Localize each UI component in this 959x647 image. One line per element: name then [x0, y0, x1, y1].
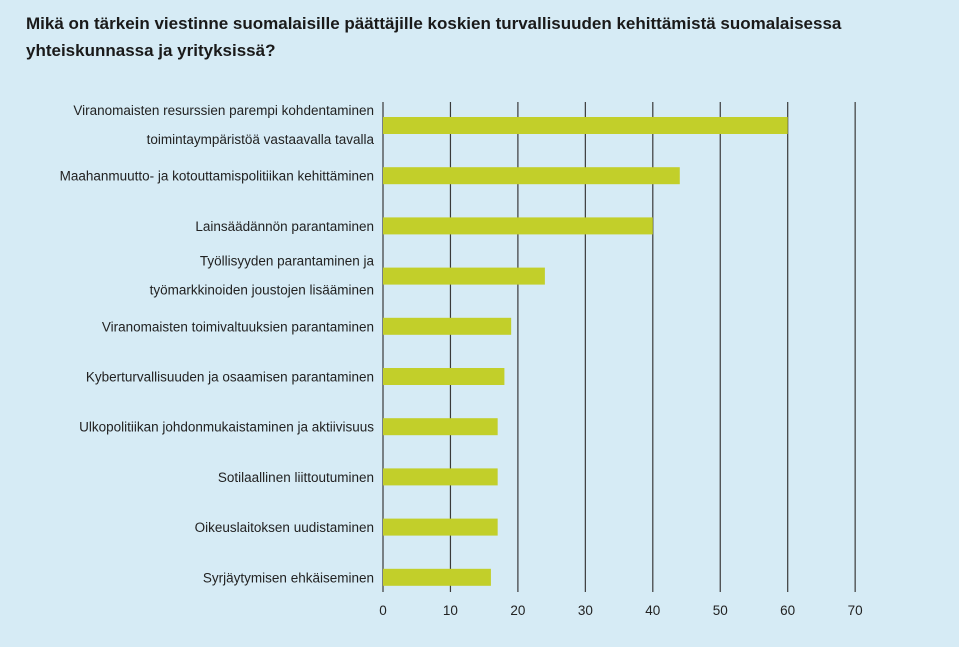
- category-label-8: Oikeuslaitoksen uudistaminen: [195, 520, 374, 535]
- bar-3: [383, 267, 545, 285]
- category-label-7: Sotilaallinen liittoutuminen: [218, 470, 374, 485]
- bar-1: [383, 167, 680, 185]
- chart-title: Mikä on tärkein viestinne suomalaisille …: [26, 14, 842, 60]
- bar-2: [383, 217, 653, 235]
- bar-5: [383, 368, 505, 385]
- category-label-6: Ulkopolitiikan johdonmukaistaminen ja ak…: [79, 420, 374, 435]
- category-label-0-line-1: toimintaympäristöä vastaavalla tavalla: [147, 132, 375, 147]
- x-tick-label-50: 50: [713, 603, 728, 618]
- x-tick-label-40: 40: [645, 603, 660, 618]
- category-label-2: Lainsäädännön parantaminen: [195, 219, 374, 234]
- bar-4: [383, 317, 512, 335]
- category-label-4: Viranomaisten toimivaltuuksien parantami…: [102, 319, 374, 334]
- category-label-3-line-1: työmarkkinoiden joustojen lisääminen: [150, 283, 374, 298]
- category-label-5: Kyberturvallisuuden ja osaamisen paranta…: [86, 370, 374, 385]
- bar-8: [383, 518, 498, 536]
- x-tick-label-70: 70: [848, 603, 863, 618]
- x-tick-label-30: 30: [578, 603, 593, 618]
- category-label-0-line-0: Viranomaisten resurssien parempi kohdent…: [73, 103, 374, 118]
- category-label-1: Maahanmuutto- ja kotouttamispolitiikan k…: [60, 169, 374, 184]
- x-tick-label-20: 20: [510, 603, 525, 618]
- bar-0: [383, 117, 788, 134]
- x-tick-label-60: 60: [780, 603, 795, 618]
- bar-7: [383, 468, 498, 486]
- x-tick-label-0: 0: [379, 603, 387, 618]
- bar-9: [383, 568, 491, 586]
- category-label-3-line-0: Työllisyyden parantaminen ja: [200, 254, 375, 269]
- x-tick-label-10: 10: [443, 603, 458, 618]
- category-label-9: Syrjäytymisen ehkäiseminen: [203, 570, 374, 585]
- bar-6: [383, 418, 498, 436]
